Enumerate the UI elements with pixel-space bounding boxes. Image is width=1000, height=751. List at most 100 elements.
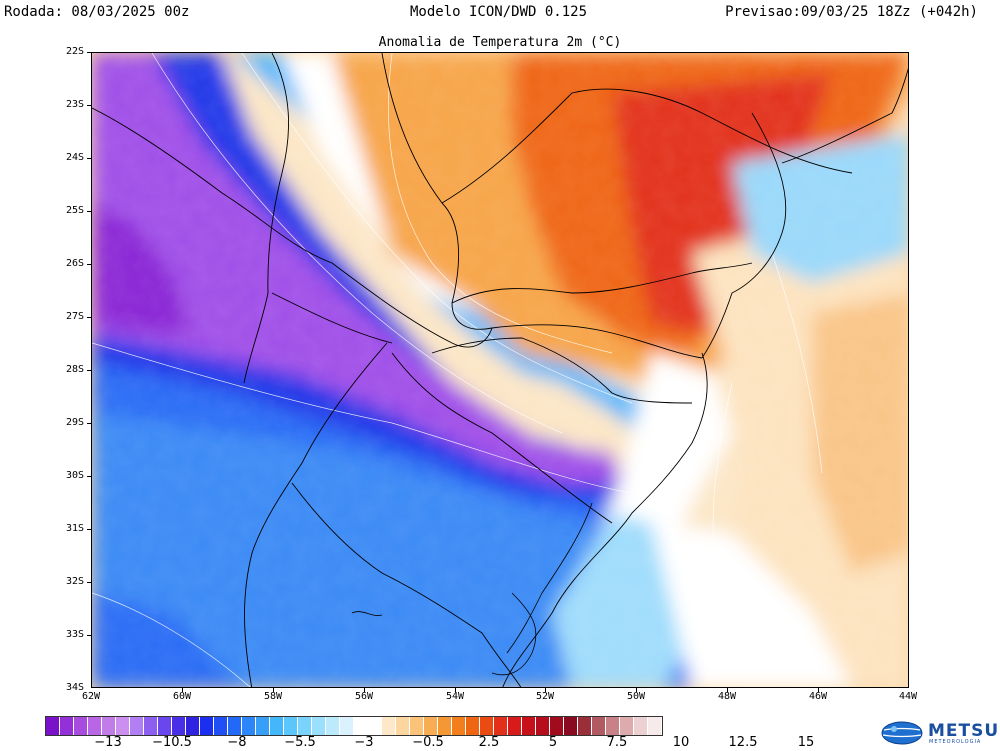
- colorbar-swatch: [116, 717, 130, 735]
- colorbar-swatch: [186, 717, 200, 735]
- colorbar-label: −10.5: [152, 735, 192, 750]
- colorbar-swatch: [368, 717, 382, 735]
- colorbar-swatch: [396, 717, 410, 735]
- lon-label-56w: 56W: [354, 691, 374, 702]
- metsul-logo: METSUL METEOROLOGIA: [880, 718, 1000, 748]
- colorbar-swatch: [88, 717, 102, 735]
- colorbar-swatch: [592, 717, 606, 735]
- colorbar-swatch: [46, 717, 60, 735]
- lon-label-60w: 60W: [172, 691, 192, 702]
- lat-tick: [87, 317, 91, 318]
- lon-label-50w: 50W: [626, 691, 646, 702]
- colorbar-swatch: [634, 717, 648, 735]
- colorbar-label: 10: [672, 735, 690, 750]
- colorbar-label: 2.5: [478, 735, 500, 750]
- lat-label-34s: 34S: [66, 682, 85, 693]
- colorbar-label: 7.5: [606, 735, 628, 750]
- colorbar-swatch: [382, 717, 396, 735]
- colorbar-swatch: [620, 717, 634, 735]
- lat-tick: [87, 211, 91, 212]
- colorbar-swatch: [270, 717, 284, 735]
- lat-label-27s: 27S: [66, 311, 85, 322]
- lon-label-62w: 62W: [81, 691, 101, 702]
- lat-tick: [87, 370, 91, 371]
- lon-label-52w: 52W: [535, 691, 555, 702]
- colorbar-swatch: [312, 717, 326, 735]
- lon-tick: [273, 688, 274, 692]
- anomaly-fill: [92, 53, 908, 687]
- lat-label-26s: 26S: [66, 258, 85, 269]
- colorbar-swatch: [536, 717, 550, 735]
- logo-wordmark: METSUL: [928, 721, 1000, 741]
- lat-tick: [87, 635, 91, 636]
- anomaly-field: [92, 53, 908, 687]
- colorbar-swatch: [298, 717, 312, 735]
- lon-tick: [364, 688, 365, 692]
- lon-label-54w: 54W: [445, 691, 465, 702]
- lon-label-44w: 44W: [898, 691, 918, 702]
- lat-tick: [87, 264, 91, 265]
- colorbar-swatch: [508, 717, 522, 735]
- lat-tick: [87, 423, 91, 424]
- lat-label-28s: 28S: [66, 364, 85, 375]
- lon-label-46w: 46W: [808, 691, 828, 702]
- colorbar-swatch: [424, 717, 438, 735]
- lat-label-23s: 23S: [66, 99, 85, 110]
- colorbar-swatch: [326, 717, 340, 735]
- lat-label-33s: 33S: [66, 629, 85, 640]
- lat-label-22s: 22S: [66, 46, 85, 57]
- colorbar-label: 12.5: [728, 735, 758, 750]
- lon-tick: [182, 688, 183, 692]
- colorbar-swatch: [144, 717, 158, 735]
- lon-tick: [727, 688, 728, 692]
- colorbar-label: −13: [94, 735, 122, 750]
- colorbar-swatch: [214, 717, 228, 735]
- colorbar-swatch: [438, 717, 452, 735]
- colorbar-swatch: [494, 717, 508, 735]
- colorbar-swatch: [256, 717, 270, 735]
- colorbar-swatch: [102, 717, 116, 735]
- contour-lines: [92, 53, 823, 687]
- lat-label-30s: 30S: [66, 470, 85, 481]
- colorbar-swatch: [522, 717, 536, 735]
- colorbar-swatch: [480, 717, 494, 735]
- colorbar-swatch: [284, 717, 298, 735]
- lon-label-58w: 58W: [263, 691, 283, 702]
- lat-tick: [87, 158, 91, 159]
- lat-tick: [87, 529, 91, 530]
- colorbar-label: −3: [354, 735, 374, 750]
- lon-tick: [455, 688, 456, 692]
- globe-icon: [881, 721, 923, 745]
- lat-label-29s: 29S: [66, 417, 85, 428]
- lat-label-32s: 32S: [66, 576, 85, 587]
- lat-tick: [87, 582, 91, 583]
- color-scale-bar: [45, 716, 663, 736]
- logo-tagline: METEOROLOGIA: [929, 739, 982, 745]
- colorbar-swatch: [550, 717, 564, 735]
- colorbar-label: −8: [227, 735, 247, 750]
- map-title: Anomalia de Temperatura 2m (°C): [378, 35, 622, 50]
- lat-tick: [87, 52, 91, 53]
- colorbar-swatch: [228, 717, 242, 735]
- colorbar-swatch: [74, 717, 88, 735]
- model-label: Modelo ICON/DWD 0.125: [410, 4, 588, 20]
- colorbar-swatch: [172, 717, 186, 735]
- colorbar-swatch: [452, 717, 466, 735]
- colorbar-label: 15: [797, 735, 815, 750]
- lat-label-31s: 31S: [66, 523, 85, 534]
- political-boundaries: [92, 53, 908, 687]
- colorbar-swatch: [410, 717, 424, 735]
- temperature-anomaly-map: [91, 52, 909, 688]
- lat-tick: [87, 105, 91, 106]
- colorbar-swatch: [466, 717, 480, 735]
- colorbar-swatch: [340, 717, 354, 735]
- lon-tick: [818, 688, 819, 692]
- colorbar-swatch: [60, 717, 74, 735]
- colorbar-swatch: [242, 717, 256, 735]
- colorbar-swatch: [564, 717, 578, 735]
- colorbar-swatch: [354, 717, 368, 735]
- colorbar-swatch: [606, 717, 620, 735]
- colorbar-swatch: [200, 717, 214, 735]
- lat-tick: [87, 476, 91, 477]
- forecast-time-label: Previsao:09/03/25 18Zz (+042h): [725, 4, 978, 20]
